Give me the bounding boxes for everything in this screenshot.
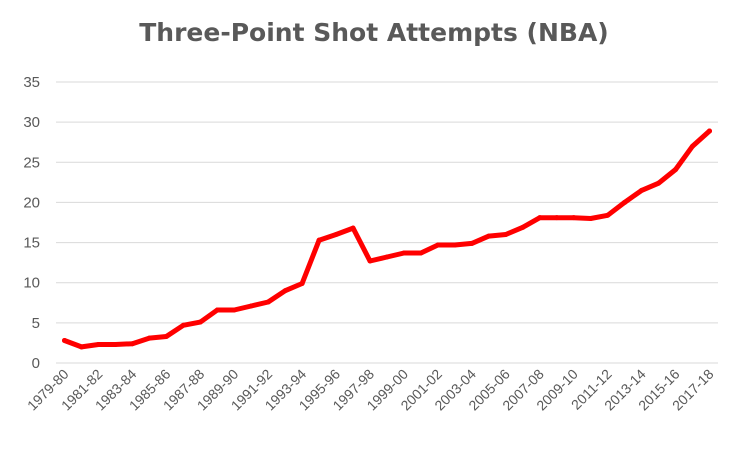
data-point	[384, 254, 390, 260]
data-point	[78, 344, 84, 350]
data-point	[605, 212, 611, 218]
data-point	[180, 322, 186, 328]
data-point	[231, 307, 237, 313]
data-point	[435, 242, 441, 248]
data-point	[588, 215, 594, 221]
chart-title: Three-Point Shot Attempts (NBA)	[139, 18, 609, 47]
data-point	[520, 224, 526, 230]
data-point	[656, 180, 662, 186]
y-tick-label: 10	[23, 275, 40, 292]
data-point	[197, 319, 203, 325]
x-axis-tick-labels: 1979-801981-821983-841985-861987-881989-…	[24, 366, 717, 414]
data-point	[316, 237, 322, 243]
data-point	[163, 334, 169, 340]
data-point	[367, 258, 373, 264]
data-point	[350, 225, 356, 231]
y-tick-label: 5	[32, 315, 40, 332]
data-point	[112, 342, 118, 348]
data-point	[639, 187, 645, 193]
data-point	[401, 250, 407, 256]
data-point	[673, 167, 679, 173]
y-tick-label: 0	[32, 355, 40, 372]
y-tick-label: 35	[23, 74, 40, 91]
data-point	[486, 233, 492, 239]
data-point	[129, 341, 135, 347]
y-tick-label: 20	[23, 194, 40, 211]
y-axis-tick-labels: 0 5 10 15 20 25 30 35	[23, 74, 40, 372]
data-point	[622, 199, 628, 205]
data-point	[282, 288, 288, 294]
data-point	[554, 215, 560, 221]
data-point	[537, 215, 543, 221]
data-point	[452, 242, 458, 248]
data-point	[690, 143, 696, 149]
y-tick-label: 15	[23, 235, 40, 252]
series-line-group	[61, 128, 713, 350]
y-tick-label: 30	[23, 114, 40, 131]
data-point	[333, 232, 339, 238]
data-point	[95, 342, 101, 348]
y-tick-label: 25	[23, 154, 40, 171]
gridlines	[56, 81, 718, 324]
data-point	[61, 338, 67, 344]
data-point	[214, 307, 220, 313]
series-line	[62, 128, 712, 350]
data-point	[571, 215, 577, 221]
data-point	[469, 240, 475, 246]
data-point	[146, 335, 152, 341]
data-point	[503, 232, 509, 238]
data-point	[265, 299, 271, 305]
data-point	[299, 281, 305, 287]
data-point	[248, 303, 254, 309]
data-point	[707, 128, 713, 134]
data-point	[418, 250, 424, 256]
